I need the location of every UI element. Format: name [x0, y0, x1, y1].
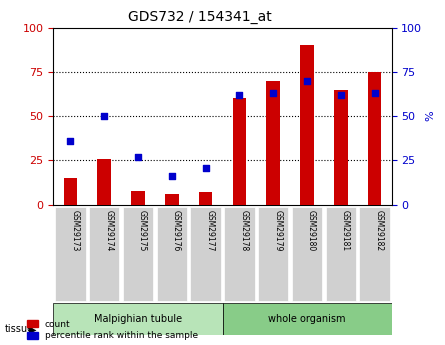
Text: whole organism: whole organism — [268, 314, 346, 324]
Text: GSM29182: GSM29182 — [375, 210, 384, 251]
Point — [236, 92, 243, 98]
Text: GSM29177: GSM29177 — [206, 210, 214, 251]
Text: tissue: tissue — [4, 325, 33, 334]
FancyBboxPatch shape — [258, 207, 288, 301]
FancyBboxPatch shape — [89, 207, 119, 301]
Bar — [97, 159, 111, 205]
Point — [67, 138, 74, 144]
Bar — [199, 193, 212, 205]
Text: GDS732 / 154341_at: GDS732 / 154341_at — [128, 10, 272, 24]
Bar — [300, 45, 314, 205]
Bar — [233, 98, 246, 205]
Text: GSM29179: GSM29179 — [273, 210, 282, 251]
Text: GSM29180: GSM29180 — [307, 210, 316, 251]
Text: GSM29178: GSM29178 — [239, 210, 248, 251]
Text: GSM29181: GSM29181 — [341, 210, 350, 251]
FancyBboxPatch shape — [224, 207, 255, 301]
Text: ▶: ▶ — [29, 325, 36, 334]
FancyBboxPatch shape — [157, 207, 187, 301]
FancyBboxPatch shape — [190, 207, 221, 301]
Bar — [267, 81, 280, 205]
Bar — [368, 72, 381, 205]
FancyBboxPatch shape — [53, 303, 222, 335]
Point — [168, 174, 175, 179]
Point — [270, 90, 277, 96]
Text: GSM29175: GSM29175 — [138, 210, 147, 251]
Bar — [334, 90, 348, 205]
Point — [371, 90, 378, 96]
FancyBboxPatch shape — [292, 207, 322, 301]
Point — [337, 92, 344, 98]
Text: GSM29173: GSM29173 — [70, 210, 79, 251]
FancyBboxPatch shape — [123, 207, 153, 301]
FancyBboxPatch shape — [55, 207, 85, 301]
Text: GSM29176: GSM29176 — [172, 210, 181, 251]
Text: Malpighian tubule: Malpighian tubule — [94, 314, 182, 324]
Bar — [131, 190, 145, 205]
Y-axis label: %: % — [425, 111, 435, 121]
FancyBboxPatch shape — [360, 207, 390, 301]
Legend: count, percentile rank within the sample: count, percentile rank within the sample — [27, 320, 198, 341]
Point — [134, 154, 142, 160]
Text: GSM29174: GSM29174 — [104, 210, 113, 251]
FancyBboxPatch shape — [222, 303, 392, 335]
Point — [101, 114, 108, 119]
Bar — [64, 178, 77, 205]
Point — [303, 78, 311, 83]
Point — [202, 165, 209, 170]
FancyBboxPatch shape — [326, 207, 356, 301]
Bar — [165, 194, 178, 205]
